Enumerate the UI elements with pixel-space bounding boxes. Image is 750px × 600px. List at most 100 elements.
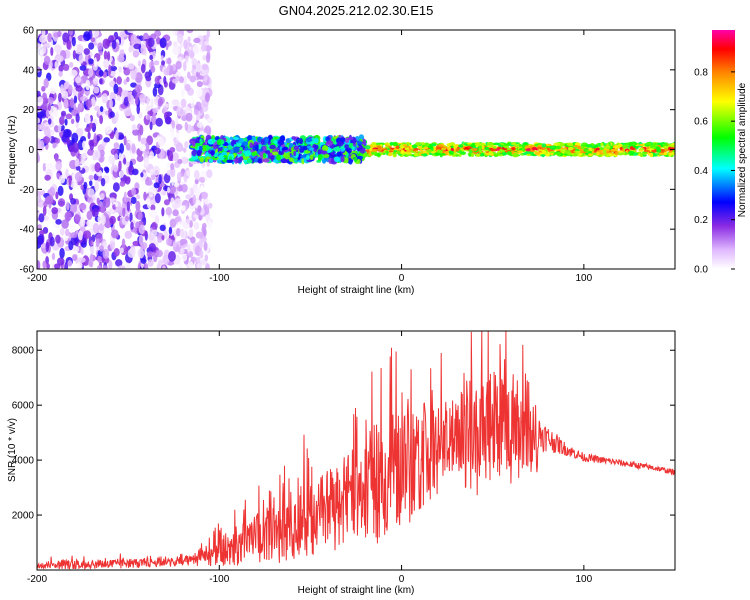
heatmap-cell	[103, 58, 109, 69]
heatmap-cell	[262, 158, 270, 163]
heatmap-cell	[135, 221, 141, 229]
heatmap-cell	[189, 50, 195, 60]
heatmap-cell	[143, 216, 147, 226]
heatmap-cell	[117, 265, 126, 269]
heatmap-cell	[92, 63, 98, 71]
heatmap-cell	[92, 208, 99, 218]
heatmap-cell	[118, 66, 122, 73]
heatmap-cell	[137, 248, 145, 259]
heatmap-cell	[353, 156, 358, 163]
heatmap-cell	[596, 151, 600, 156]
spectrogram-y-label: Frequency (Hz)	[7, 116, 18, 185]
heatmap-cell	[205, 53, 211, 64]
heatmap-cell	[199, 138, 203, 145]
heatmap-cell	[88, 180, 93, 187]
heatmap-cell	[643, 149, 651, 153]
heatmap-cell	[486, 142, 494, 146]
heatmap-cell	[75, 246, 80, 253]
heatmap-cell	[200, 43, 207, 52]
heatmap-cell	[478, 149, 483, 153]
heatmap-cell	[130, 69, 137, 80]
heatmap-cell	[77, 230, 84, 241]
heatmap-cell	[74, 171, 83, 182]
heatmap-cell	[511, 147, 516, 151]
heatmap-cell	[585, 144, 593, 148]
heatmap-cell	[174, 216, 181, 223]
heatmap-cell	[230, 149, 234, 155]
y-tick-label: 4000	[12, 456, 35, 467]
heatmap-cell	[158, 174, 162, 185]
heatmap-cell	[75, 85, 83, 92]
heatmap-cell	[91, 30, 100, 38]
heatmap-cell	[426, 148, 433, 154]
heatmap-cell	[195, 86, 203, 98]
heatmap-cell	[206, 30, 210, 39]
heatmap-cell	[108, 154, 116, 165]
heatmap-cell	[109, 215, 116, 225]
heatmap-cell	[281, 147, 285, 151]
heatmap-cell	[466, 142, 472, 145]
heatmap-cell	[42, 260, 47, 269]
heatmap-cell	[132, 50, 140, 58]
heatmap-cell	[170, 197, 175, 206]
heatmap-cell	[529, 145, 533, 149]
heatmap-cell	[481, 144, 485, 150]
heatmap-cell	[600, 142, 604, 147]
heatmap-cell	[216, 159, 221, 164]
heatmap-cell	[82, 140, 87, 149]
heatmap-cell	[168, 250, 176, 262]
heatmap-cell	[447, 146, 451, 151]
heatmap-cell	[37, 96, 44, 106]
heatmap-cell	[112, 182, 120, 192]
heatmap-cell	[54, 263, 61, 269]
y-tick-label: 2000	[12, 511, 35, 522]
heatmap-cell	[304, 150, 311, 154]
heatmap-cell	[187, 36, 191, 43]
heatmap-cell	[512, 153, 519, 158]
heatmap-cell	[396, 150, 401, 155]
heatmap-cell	[614, 144, 618, 149]
heatmap-cell	[478, 145, 483, 150]
spectrogram-heatmap	[37, 30, 675, 269]
heatmap-cell	[358, 145, 363, 151]
snr-panel: -200 -100 0 100 2000 4000 6000 8000 Height of s…	[7, 330, 676, 596]
heatmap-cell	[617, 143, 623, 147]
heatmap-cell	[79, 217, 86, 227]
heatmap-cell	[139, 124, 144, 136]
snr-y-label: SNR (10 * v/v)	[7, 418, 18, 482]
heatmap-cell	[71, 36, 76, 47]
heatmap-cell	[194, 257, 198, 263]
heatmap-cell	[96, 197, 100, 205]
heatmap-cell	[186, 243, 191, 254]
heatmap-cell	[152, 86, 158, 97]
heatmap-cell	[649, 152, 654, 158]
heatmap-cell	[179, 229, 187, 239]
heatmap-cell	[659, 149, 665, 154]
heatmap-cell	[184, 55, 189, 64]
heatmap-cell	[385, 150, 389, 154]
y-tick-label: 40	[23, 65, 35, 76]
heatmap-cell	[171, 30, 176, 37]
heatmap-cell	[150, 98, 154, 109]
heatmap-cell	[203, 75, 208, 83]
heatmap-cell	[93, 86, 100, 94]
heatmap-cell	[79, 65, 87, 71]
heatmap-cell	[43, 201, 48, 208]
heatmap-cell	[60, 84, 64, 94]
heatmap-cell	[347, 136, 354, 141]
heatmap-cell	[166, 162, 171, 168]
heatmap-cell	[550, 152, 554, 156]
heatmap-cell	[71, 132, 79, 144]
heatmap-cell	[83, 48, 90, 56]
heatmap-cell	[257, 158, 263, 164]
heatmap-cell	[344, 157, 349, 164]
heatmap-cell	[208, 158, 214, 163]
heatmap-cell	[135, 200, 141, 212]
heatmap-cell	[327, 140, 334, 146]
heatmap-cell	[117, 189, 122, 201]
heatmap-cell	[43, 55, 51, 65]
heatmap-cell	[283, 146, 288, 151]
heatmap-cell	[299, 147, 305, 153]
heatmap-cell	[38, 213, 45, 223]
heatmap-cell	[61, 90, 69, 100]
